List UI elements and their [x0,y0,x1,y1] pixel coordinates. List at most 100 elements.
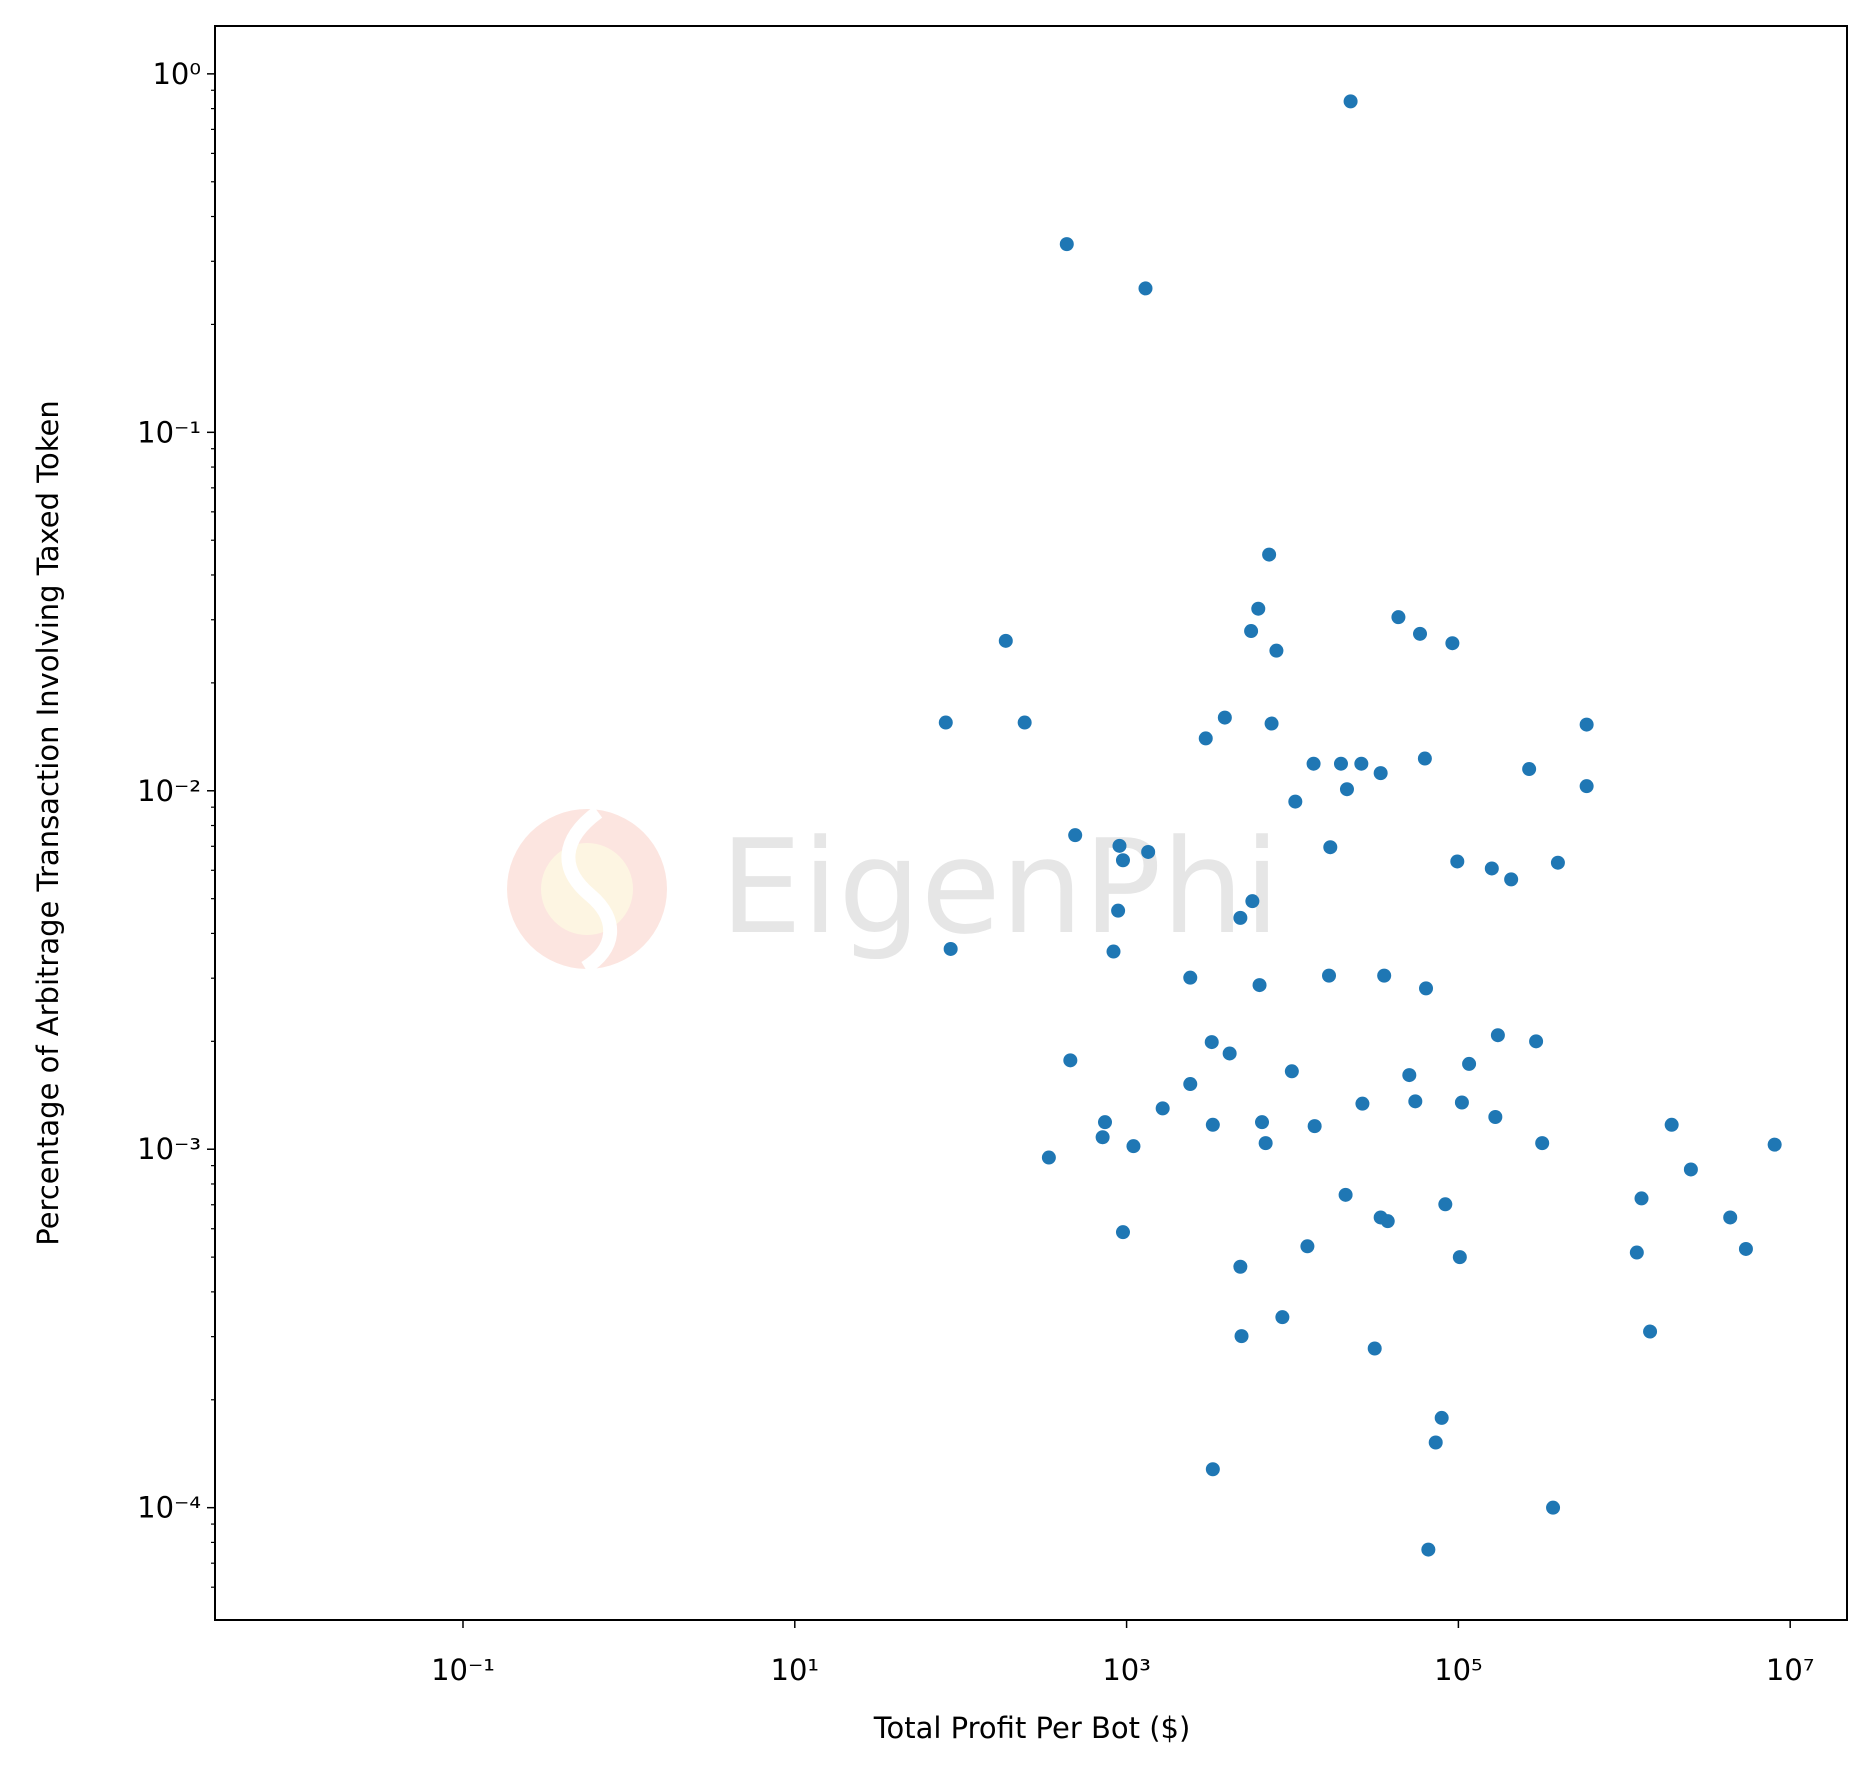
point [1343,94,1358,109]
point [1367,1341,1382,1356]
y-axis-label: Percentage of Arbitrage Transaction Invo… [31,400,65,1245]
point [1205,1462,1220,1477]
point [1634,1191,1649,1206]
point [1354,756,1369,771]
point [1284,1064,1299,1079]
point [1275,1310,1290,1325]
point [1683,1162,1698,1177]
point [1522,762,1537,777]
point [1063,1053,1078,1068]
y-tick-label: 10⁻³ [137,1132,201,1166]
point [1391,610,1406,625]
point [1115,1225,1130,1240]
point [1234,1329,1249,1344]
point [1373,766,1388,781]
point [1767,1137,1782,1152]
point [1428,1435,1443,1450]
point [1141,844,1156,859]
point [1380,1214,1395,1229]
x-axis-label: Total Profit Per Bot ($) [873,1711,1191,1745]
x-tick-label: 10³ [1102,1653,1151,1687]
x-tick-label: 10⁷ [1766,1653,1815,1687]
point [1445,636,1460,651]
point [1155,1101,1170,1116]
point [1258,1136,1273,1151]
x-tick-label: 10⁵ [1434,1653,1483,1687]
point [1198,731,1213,746]
point [1255,1115,1270,1130]
point [1438,1197,1453,1212]
point [1462,1056,1477,1071]
point [1723,1210,1738,1225]
point [1106,944,1121,959]
y-tick-label: 10⁻² [137,774,201,808]
point [1402,1068,1417,1083]
point [1546,1500,1561,1515]
point [1097,1115,1112,1130]
point [1535,1136,1550,1151]
point [938,715,953,730]
point [1419,981,1434,996]
point [943,941,958,956]
x-tick-label: 10¹ [771,1653,820,1687]
point [1262,547,1277,562]
point [1339,782,1354,797]
point [1643,1324,1658,1339]
point [1504,872,1519,887]
point [1490,1028,1505,1043]
point [1421,1542,1436,1557]
point [1377,968,1392,983]
point [1417,751,1432,766]
point [1233,910,1248,925]
point [1306,756,1321,771]
point [1183,1077,1198,1092]
point [1355,1096,1370,1111]
point [1454,1095,1469,1110]
y-tick-label: 10⁰ [152,57,201,91]
point [1307,1119,1322,1134]
point [1338,1187,1353,1202]
point [1629,1245,1644,1260]
point [1550,855,1565,870]
point [1738,1241,1753,1256]
point [1205,1117,1220,1132]
watermark: EigenPhi [720,811,1280,963]
point [1579,717,1594,732]
point [1059,237,1074,252]
point [1251,601,1266,616]
x-tick-label: 10⁻¹ [431,1653,495,1687]
point [1017,715,1032,730]
point [1434,1410,1449,1425]
point [1408,1094,1423,1109]
point [1484,861,1499,876]
point [1333,756,1348,771]
y-tick-label: 10⁻⁴ [137,1491,201,1525]
point [1233,1259,1248,1274]
point [1252,978,1267,993]
point [1204,1035,1219,1050]
point [1288,794,1303,809]
point [1138,281,1153,296]
point [1452,1250,1467,1265]
point [1112,838,1127,853]
point [1222,1046,1237,1061]
point [1269,643,1284,658]
point [1115,853,1130,868]
point [1322,968,1337,983]
point [1095,1130,1110,1145]
point [1450,854,1465,869]
point [1111,903,1126,918]
point [1529,1034,1544,1049]
point [1488,1109,1503,1124]
point [1264,716,1279,731]
point [1245,894,1260,909]
point [1244,624,1259,639]
plot-frame [214,25,1848,1621]
y-tick-label: 10⁻¹ [137,415,201,449]
point [1579,779,1594,794]
point [1300,1239,1315,1254]
point [1126,1139,1141,1154]
point [1323,840,1338,855]
point [1664,1117,1679,1132]
